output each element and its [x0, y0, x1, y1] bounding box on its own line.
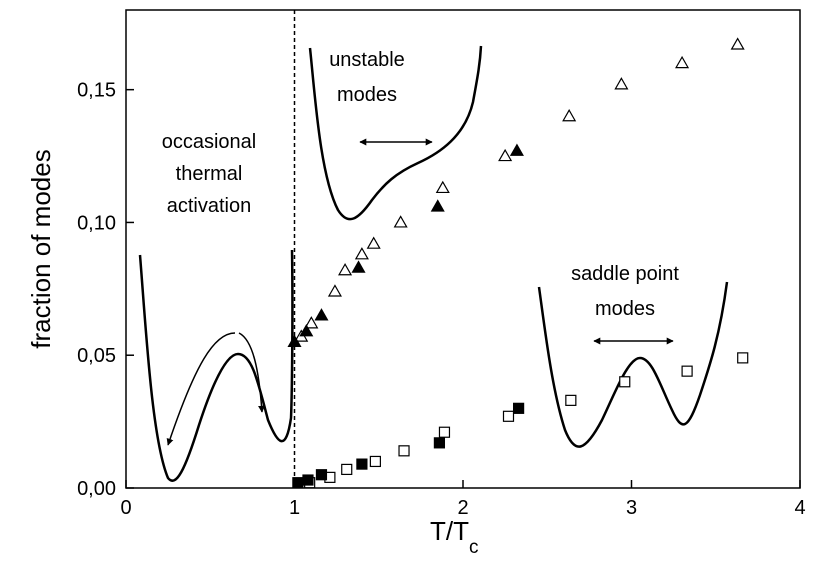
triangle-marker-s0-7: [435, 180, 450, 194]
square-marker-s3-2: [315, 469, 328, 481]
y-tick-label-3: 0,15: [77, 80, 116, 102]
y-ticks: 0,00 0,05 0,10 0,15: [77, 80, 134, 500]
annotation-left-line-3: activation: [167, 195, 252, 217]
x-tick-label-2: 2: [457, 497, 468, 519]
square-marker-s2-7: [565, 394, 577, 406]
triangle-marker-s0-4: [354, 247, 369, 260]
y-axis-label: fraction of modes: [26, 149, 56, 348]
x-ticks: 0 1 2 3 4: [120, 480, 806, 519]
triangle-marker-s1-4: [430, 199, 445, 212]
triangle-marker-s0-6: [393, 215, 408, 228]
x-tick-label-4: 4: [794, 497, 805, 519]
x-tick-label-0: 0: [120, 497, 131, 519]
triangle-marker-s0-2: [327, 284, 342, 297]
double-well-inset: [138, 249, 294, 482]
triangle-marker-s1-5: [509, 143, 524, 156]
square-marker-s2-8: [619, 376, 631, 388]
annotation-right-line-1: saddle point: [571, 263, 679, 285]
x-tick-label-1: 1: [289, 497, 300, 519]
x-axis-label-main: T/T: [430, 516, 469, 546]
annotation-right: saddle point modes: [571, 263, 679, 320]
square-marker-s2-9: [681, 365, 693, 377]
activation-arrow-left: [166, 332, 236, 446]
annotation-top-line-1: unstable: [329, 49, 405, 71]
triangle-marker-s0-9: [562, 109, 577, 122]
square-marker-s3-1: [302, 474, 314, 486]
activation-arrow-right: [238, 332, 266, 413]
triangle-marker-s0-3: [338, 263, 353, 276]
annotation-top: unstable modes: [329, 49, 405, 106]
square-marker-s2-10: [737, 352, 749, 364]
unstable-modes-inset: [308, 45, 483, 221]
square-marker-s3-4: [433, 437, 446, 449]
annotation-left-line-2: thermal: [176, 163, 243, 185]
triangle-marker-s1-3: [351, 260, 366, 273]
plot-frame: [125, 9, 801, 489]
triangle-marker-s0-10: [614, 77, 629, 90]
triangle-marker-s0-5: [366, 236, 381, 249]
saddle-point-inset: [537, 281, 729, 448]
square-marker-s2-5: [438, 426, 451, 438]
triangle-marker-s1-0: [287, 334, 302, 348]
x-tick-label-3: 3: [626, 497, 637, 519]
annotation-left: occasional thermal activation: [162, 131, 257, 217]
triangle-marker-s0-12: [730, 37, 745, 50]
x-axis-label: T/Tc: [430, 516, 479, 558]
saddle-curve: [537, 281, 729, 448]
triangle-marker-s0-11: [675, 55, 690, 69]
square-marker-s2-4: [398, 445, 410, 457]
x-axis-label-sub: c: [469, 537, 479, 558]
y-tick-label-1: 0,05: [77, 345, 116, 367]
triangle-marker-s1-1: [299, 324, 314, 337]
annotation-right-line-2: modes: [595, 298, 655, 320]
y-tick-label-2: 0,10: [77, 212, 116, 234]
square-marker-s2-6: [502, 410, 515, 422]
square-marker-s2-2: [341, 463, 353, 476]
square-marker-s2-3: [369, 455, 381, 468]
square-marker-s3-0: [292, 477, 304, 489]
data-markers: [287, 37, 749, 489]
unstable-curve: [308, 45, 483, 221]
triangle-marker-s0-1: [304, 316, 319, 329]
annotation-left-line-1: occasional: [162, 131, 257, 153]
square-marker-s3-3: [356, 458, 368, 470]
annotation-top-line-2: modes: [337, 84, 397, 106]
square-marker-s3-5: [513, 402, 525, 414]
y-tick-label-0: 0,00: [77, 478, 116, 500]
triangle-marker-s1-2: [314, 308, 329, 321]
triangle-marker-s0-8: [498, 148, 513, 162]
double-well-curve: [138, 249, 294, 482]
